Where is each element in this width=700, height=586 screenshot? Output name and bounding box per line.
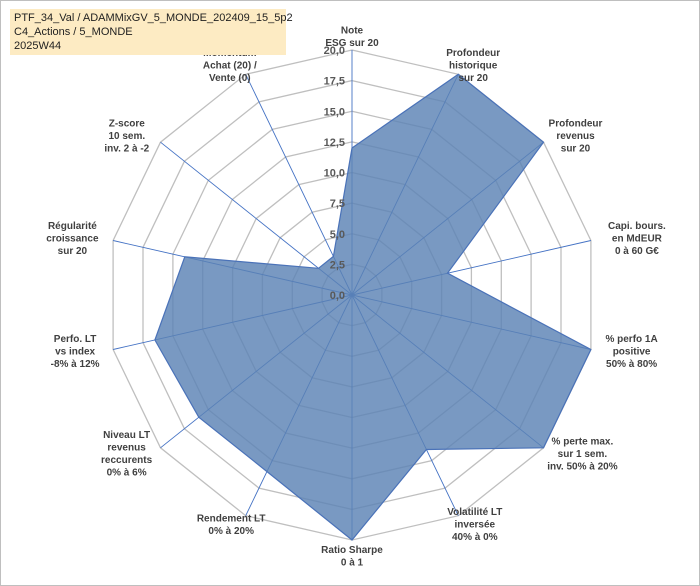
tick-label: 5,0 [330,229,345,241]
axis-label-8: Ratio Sharpe 0 à 1 [321,545,383,569]
axis-label-line: Perfo. LT [54,334,97,345]
axis-label-line: 10 sem. [108,131,145,142]
axis-label-line: sur 20 [58,246,88,257]
radar-series [154,73,592,541]
axis-label-line: reccurents [101,455,153,466]
axis-label-line: 0 à 60 G€ [615,246,659,257]
axis-label-9: Rendement LT 0% à 20% [197,514,266,538]
axis-label-line: 50% à 80% [606,359,657,370]
axis-label-3: Profondeur revenus sur 20 [549,119,603,155]
axis-label-line: % perte max. [552,437,614,448]
axis-label-line: sur 1 sem. [558,449,608,460]
chart-title-line-2: C4_Actions / 5_MONDE [14,26,133,38]
axis-label-line: Z-score [109,119,146,130]
axis-label-line: Régularité [48,221,97,232]
axis-label-line: Niveau LT [103,430,150,441]
axis-label-line: ESG sur 20 [325,38,379,49]
axis-label-line: -8% à 12% [51,359,100,370]
axis-label-line: revenus [556,131,595,142]
axis-label-line: Profondeur [549,119,603,130]
axis-label-line: Volatilité LT [447,507,502,518]
axis-label-line: inversée [455,520,496,531]
axis-label-line: 0% à 6% [107,468,147,479]
axis-label-line: inv. 2 à -2 [104,144,149,155]
axis-label-12: Régularité croissance sur 20 [46,221,99,257]
tick-label: 20,0 [324,45,345,57]
axis-label-line: en MdEUR [612,233,663,244]
tick-label: 7,5 [330,198,345,210]
axis-label-line: vs index [55,347,95,358]
axis-label-line: croissance [46,233,99,244]
axis-label-line: revenus [107,443,146,454]
tick-label: 17,5 [324,76,345,88]
axis-label-line: positive [613,347,651,358]
axis-label-1: Note ESG sur 20 [325,26,379,50]
axis-label-line: Profondeur [446,48,500,59]
axis-label-5: % perfo 1A positive 50% à 80% [605,334,657,370]
axis-label-10: Niveau LT revenus reccurents 0% à 6% [101,430,153,479]
axis-label-line: 40% à 0% [452,532,498,543]
axis-label-line: 0 à 1 [341,558,364,569]
tick-label: 2,5 [330,259,345,271]
chart-title-box: PTF_34_Val / ADAMMixGV_5_MONDE_202409_15… [10,9,293,55]
axis-label-2: Profondeur historique sur 20 [446,48,500,84]
axis-label-line: Achat (20) / [203,60,257,71]
axis-label-13: Z-score 10 sem. inv. 2 à -2 [104,119,149,155]
axis-label-6: % perte max. sur 1 sem. inv. 50% à 20% [547,437,618,473]
tick-label: 0,0 [330,290,345,302]
axis-label-line: Ratio Sharpe [321,545,383,556]
axis-label-line: Capi. bours. [608,221,666,232]
tick-label: 15,0 [324,106,345,118]
axis-label-4: Capi. bours. en MdEUR 0 à 60 G€ [608,221,666,257]
axis-label-7: Volatilité LT inversée 40% à 0% [447,507,502,543]
axis-label-line: Rendement LT [197,514,266,525]
axis-label-line: sur 20 [458,73,488,84]
axis-label-line: Note [341,26,364,37]
tick-label: 10,0 [324,168,345,180]
axis-label-11: Perfo. LT vs index -8% à 12% [51,334,100,370]
axis-label-line: % perfo 1A [605,334,657,345]
chart-title-line-3: 2025W44 [14,40,62,52]
axis-label-line: 0% à 20% [208,526,254,537]
axis-label-line: sur 20 [561,144,591,155]
axis-label-line: historique [449,60,498,71]
radar-tick-labels: 0,0 2,5 5,0 7,5 10,0 12,5 15,0 17,5 20,0 [324,45,345,302]
series-area [154,73,592,541]
axis-label-line: Vente (0) [209,73,251,84]
tick-label: 12,5 [324,137,345,149]
chart-title-line-1: PTF_34_Val / ADAMMixGV_5_MONDE_202409_15… [14,12,293,24]
axis-label-line: inv. 50% à 20% [547,462,618,473]
